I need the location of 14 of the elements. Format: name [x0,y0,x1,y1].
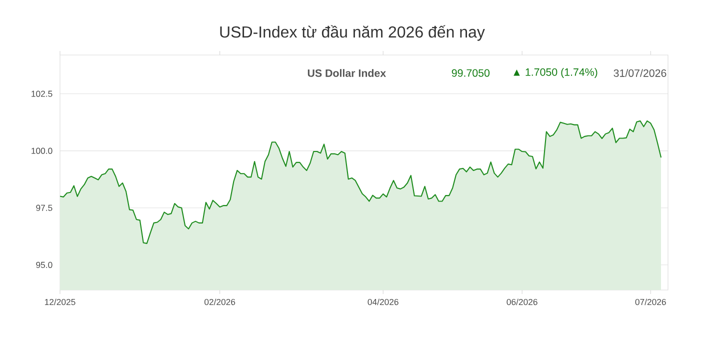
annotation: 99.7050 [452,69,490,77]
y-tick-label: 102.5 [32,90,52,97]
y-tick-label: 100.0 [32,148,52,154]
annotation: US Dollar Index [308,69,386,77]
x-tick-label: 04/2026 [368,298,398,306]
annotation: 31/07/2026 [614,69,666,77]
chart-title: USD-Index từ đầu năm 2026 đến nay [220,25,485,41]
x-tick-label: 06/2026 [506,298,538,306]
x-tick-label: 07/2026 [635,298,666,306]
y-tick-label: 95.0 [36,262,52,268]
x-tick-label: 02/2026 [204,298,236,306]
y-tick-label: 97.5 [36,204,52,211]
annotation: ▲ 1.7050 (1.74%) [514,68,598,78]
x-tick-label: 12/2025 [45,298,76,306]
